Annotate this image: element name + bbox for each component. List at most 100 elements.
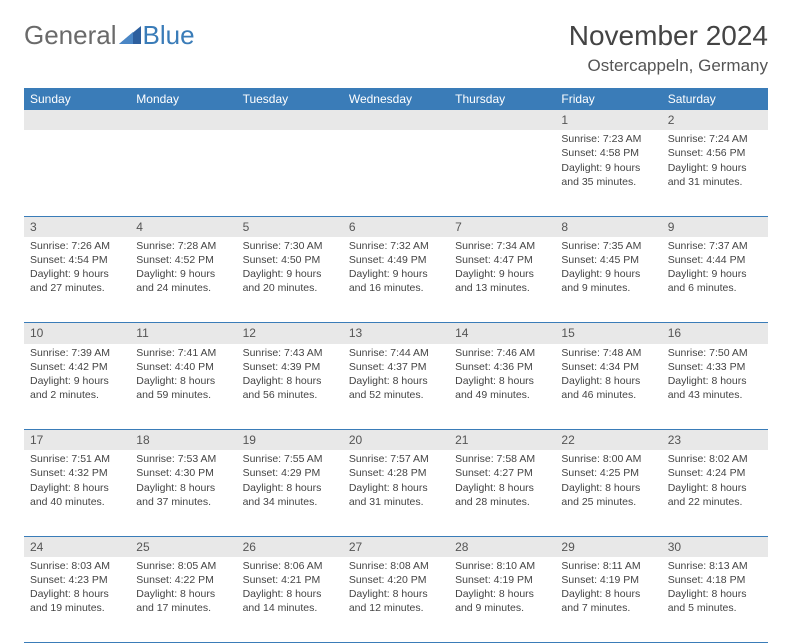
calendar-table: SundayMondayTuesdayWednesdayThursdayFrid… — [24, 88, 768, 643]
week-row: Sunrise: 7:51 AMSunset: 4:32 PMDaylight:… — [24, 450, 768, 536]
day-cell-content: Sunrise: 7:58 AMSunset: 4:27 PMDaylight:… — [449, 450, 555, 513]
day-number: 5 — [237, 216, 343, 237]
daylight-text: Daylight: 9 hours and 35 minutes. — [561, 161, 655, 189]
sunrise-text: Sunrise: 7:35 AM — [561, 239, 655, 253]
sunrise-text: Sunrise: 7:37 AM — [668, 239, 762, 253]
month-title: November 2024 — [569, 20, 768, 52]
day-number: 9 — [662, 216, 768, 237]
sunrise-text: Sunrise: 7:34 AM — [455, 239, 549, 253]
day-cell — [130, 130, 236, 216]
sunset-text: Sunset: 4:33 PM — [668, 360, 762, 374]
daynum-row: 17181920212223 — [24, 430, 768, 451]
day-cell-content: Sunrise: 8:08 AMSunset: 4:20 PMDaylight:… — [343, 557, 449, 620]
weekday-thursday: Thursday — [449, 88, 555, 110]
day-cell-content: Sunrise: 7:32 AMSunset: 4:49 PMDaylight:… — [343, 237, 449, 300]
daylight-text: Daylight: 8 hours and 49 minutes. — [455, 374, 549, 402]
daylight-text: Daylight: 8 hours and 7 minutes. — [561, 587, 655, 615]
day-number: 21 — [449, 430, 555, 451]
day-cell-content: Sunrise: 7:28 AMSunset: 4:52 PMDaylight:… — [130, 237, 236, 300]
day-number: 13 — [343, 323, 449, 344]
daylight-text: Daylight: 8 hours and 43 minutes. — [668, 374, 762, 402]
day-number: 28 — [449, 536, 555, 557]
sunset-text: Sunset: 4:50 PM — [243, 253, 337, 267]
day-number: 30 — [662, 536, 768, 557]
day-cell-content: Sunrise: 8:02 AMSunset: 4:24 PMDaylight:… — [662, 450, 768, 513]
daylight-text: Daylight: 8 hours and 9 minutes. — [455, 587, 549, 615]
sunrise-text: Sunrise: 8:13 AM — [668, 559, 762, 573]
daylight-text: Daylight: 8 hours and 56 minutes. — [243, 374, 337, 402]
sunrise-text: Sunrise: 7:28 AM — [136, 239, 230, 253]
sunrise-text: Sunrise: 8:05 AM — [136, 559, 230, 573]
sunset-text: Sunset: 4:36 PM — [455, 360, 549, 374]
day-cell: Sunrise: 8:11 AMSunset: 4:19 PMDaylight:… — [555, 557, 661, 643]
day-number: 19 — [237, 430, 343, 451]
sunrise-text: Sunrise: 7:48 AM — [561, 346, 655, 360]
day-cell: Sunrise: 7:58 AMSunset: 4:27 PMDaylight:… — [449, 450, 555, 536]
day-cell: Sunrise: 7:39 AMSunset: 4:42 PMDaylight:… — [24, 344, 130, 430]
day-number: 27 — [343, 536, 449, 557]
day-cell: Sunrise: 7:35 AMSunset: 4:45 PMDaylight:… — [555, 237, 661, 323]
weekday-friday: Friday — [555, 88, 661, 110]
logo: General Blue — [24, 20, 195, 51]
daylight-text: Daylight: 8 hours and 59 minutes. — [136, 374, 230, 402]
sunrise-text: Sunrise: 7:24 AM — [668, 132, 762, 146]
day-cell-content: Sunrise: 8:03 AMSunset: 4:23 PMDaylight:… — [24, 557, 130, 620]
sunset-text: Sunset: 4:25 PM — [561, 466, 655, 480]
day-cell: Sunrise: 7:50 AMSunset: 4:33 PMDaylight:… — [662, 344, 768, 430]
day-cell-content: Sunrise: 7:26 AMSunset: 4:54 PMDaylight:… — [24, 237, 130, 300]
daylight-text: Daylight: 9 hours and 27 minutes. — [30, 267, 124, 295]
day-cell: Sunrise: 7:30 AMSunset: 4:50 PMDaylight:… — [237, 237, 343, 323]
sunset-text: Sunset: 4:28 PM — [349, 466, 443, 480]
day-cell: Sunrise: 7:24 AMSunset: 4:56 PMDaylight:… — [662, 130, 768, 216]
weekday-wednesday: Wednesday — [343, 88, 449, 110]
day-cell: Sunrise: 7:37 AMSunset: 4:44 PMDaylight:… — [662, 237, 768, 323]
day-cell: Sunrise: 7:46 AMSunset: 4:36 PMDaylight:… — [449, 344, 555, 430]
sunrise-text: Sunrise: 8:10 AM — [455, 559, 549, 573]
day-number: 8 — [555, 216, 661, 237]
day-cell-content: Sunrise: 8:13 AMSunset: 4:18 PMDaylight:… — [662, 557, 768, 620]
day-number: 14 — [449, 323, 555, 344]
weekday-tuesday: Tuesday — [237, 88, 343, 110]
sunset-text: Sunset: 4:29 PM — [243, 466, 337, 480]
day-cell-content: Sunrise: 7:50 AMSunset: 4:33 PMDaylight:… — [662, 344, 768, 407]
day-cell-content: Sunrise: 7:35 AMSunset: 4:45 PMDaylight:… — [555, 237, 661, 300]
day-cell: Sunrise: 8:06 AMSunset: 4:21 PMDaylight:… — [237, 557, 343, 643]
day-cell: Sunrise: 7:43 AMSunset: 4:39 PMDaylight:… — [237, 344, 343, 430]
day-cell: Sunrise: 8:05 AMSunset: 4:22 PMDaylight:… — [130, 557, 236, 643]
daylight-text: Daylight: 8 hours and 34 minutes. — [243, 481, 337, 509]
daylight-text: Daylight: 9 hours and 9 minutes. — [561, 267, 655, 295]
sunrise-text: Sunrise: 7:26 AM — [30, 239, 124, 253]
day-cell-content: Sunrise: 7:57 AMSunset: 4:28 PMDaylight:… — [343, 450, 449, 513]
sunrise-text: Sunrise: 7:46 AM — [455, 346, 549, 360]
day-number — [24, 110, 130, 130]
day-cell-content: Sunrise: 7:39 AMSunset: 4:42 PMDaylight:… — [24, 344, 130, 407]
week-row: Sunrise: 7:39 AMSunset: 4:42 PMDaylight:… — [24, 344, 768, 430]
sunrise-text: Sunrise: 8:06 AM — [243, 559, 337, 573]
day-number: 22 — [555, 430, 661, 451]
daylight-text: Daylight: 8 hours and 14 minutes. — [243, 587, 337, 615]
sunset-text: Sunset: 4:37 PM — [349, 360, 443, 374]
day-number: 26 — [237, 536, 343, 557]
daylight-text: Daylight: 8 hours and 17 minutes. — [136, 587, 230, 615]
sunrise-text: Sunrise: 7:41 AM — [136, 346, 230, 360]
sunrise-text: Sunrise: 8:08 AM — [349, 559, 443, 573]
location: Ostercappeln, Germany — [569, 56, 768, 76]
daylight-text: Daylight: 9 hours and 13 minutes. — [455, 267, 549, 295]
day-cell — [24, 130, 130, 216]
day-cell: Sunrise: 7:41 AMSunset: 4:40 PMDaylight:… — [130, 344, 236, 430]
daynum-row: 12 — [24, 110, 768, 130]
sunset-text: Sunset: 4:47 PM — [455, 253, 549, 267]
sunset-text: Sunset: 4:19 PM — [561, 573, 655, 587]
weekday-sunday: Sunday — [24, 88, 130, 110]
day-cell: Sunrise: 7:48 AMSunset: 4:34 PMDaylight:… — [555, 344, 661, 430]
day-number: 6 — [343, 216, 449, 237]
logo-triangle-icon — [119, 20, 141, 51]
daylight-text: Daylight: 8 hours and 5 minutes. — [668, 587, 762, 615]
sunset-text: Sunset: 4:44 PM — [668, 253, 762, 267]
daylight-text: Daylight: 8 hours and 40 minutes. — [30, 481, 124, 509]
day-number: 7 — [449, 216, 555, 237]
sunrise-text: Sunrise: 7:39 AM — [30, 346, 124, 360]
daylight-text: Daylight: 8 hours and 12 minutes. — [349, 587, 443, 615]
weekday-monday: Monday — [130, 88, 236, 110]
sunset-text: Sunset: 4:56 PM — [668, 146, 762, 160]
